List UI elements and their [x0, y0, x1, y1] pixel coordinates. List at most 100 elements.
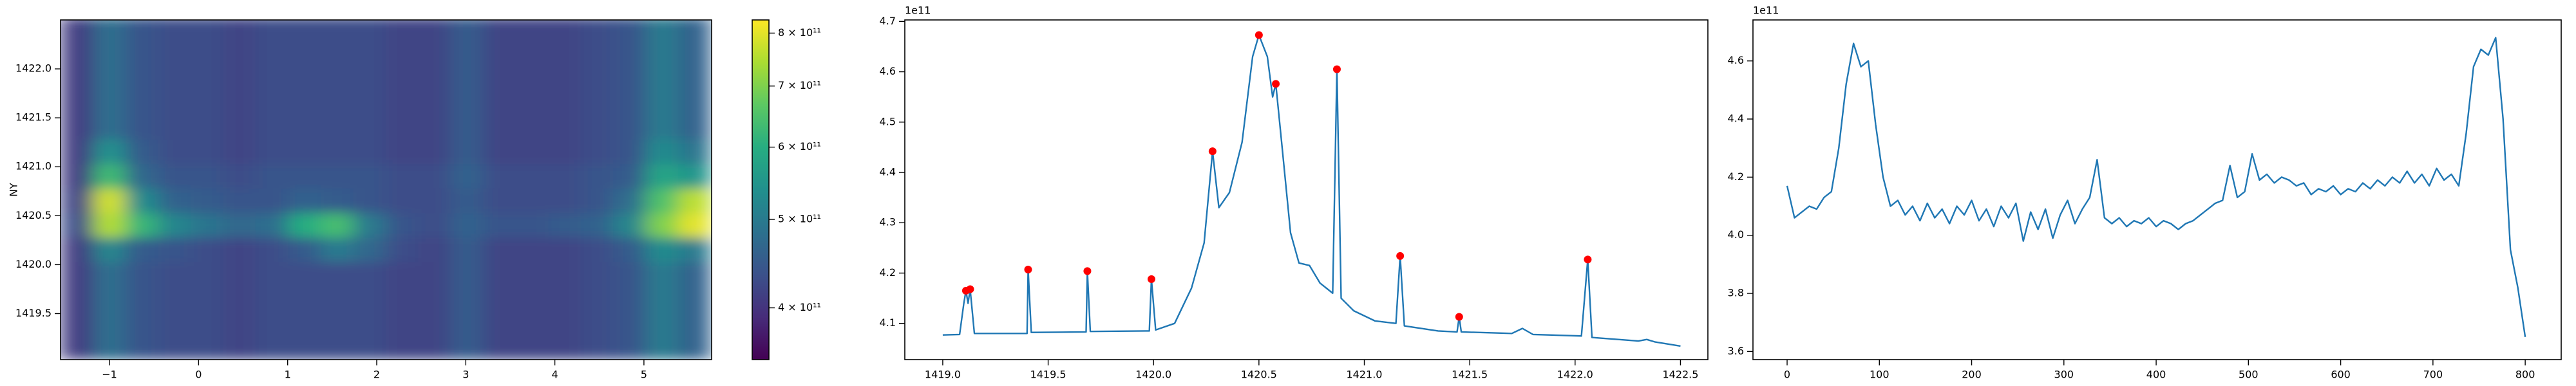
heatmap-cell	[450, 20, 484, 42]
x-tick-label: 1419.0	[925, 369, 961, 381]
x-tick-label: 200	[1962, 369, 1982, 381]
colorbar	[752, 20, 769, 360]
x-tick-label: 3	[462, 369, 469, 381]
heatmap-cell	[320, 237, 354, 262]
y-tick-label: 4.2	[880, 266, 896, 279]
heatmap-cell	[223, 163, 256, 189]
heatmap-cell	[385, 286, 419, 311]
x-tick-label: 300	[2054, 369, 2074, 381]
heatmap-cell	[613, 310, 647, 336]
heatmap-cell	[158, 139, 191, 165]
heatmap-cell	[93, 163, 126, 189]
heatmap-cell	[450, 90, 484, 116]
heatmap-cell	[353, 90, 386, 116]
heatmap-cell	[125, 261, 158, 287]
heatmap-cell	[645, 66, 679, 91]
heatmap-cell	[320, 41, 354, 67]
heatmap-cell	[418, 212, 451, 238]
colorbar-tick-label: 8 × 10¹¹	[778, 26, 821, 39]
y-tick-label: 4.4	[880, 166, 896, 178]
heatmap-cell	[450, 237, 484, 262]
heatmap-cell	[320, 115, 354, 140]
heatmap-cell	[645, 41, 679, 67]
heatmap-cell	[93, 66, 126, 91]
heatmap-cell	[255, 20, 289, 42]
heatmap-cell	[678, 212, 712, 238]
heatmap-cell	[288, 66, 321, 91]
heatmap-cell	[678, 335, 712, 360]
heatmap-cell	[288, 20, 321, 42]
heatmap-cell	[320, 163, 354, 189]
heatmap-cell	[223, 212, 256, 238]
heatmap-cell	[320, 20, 354, 42]
heatmap-cell	[678, 237, 712, 262]
heatmap-cell	[678, 41, 712, 67]
heatmap-cell	[190, 212, 223, 238]
heatmap-cell	[158, 335, 191, 360]
heatmap-cell	[515, 90, 549, 116]
heatmap-cell	[255, 90, 289, 116]
heatmap-cell	[158, 163, 191, 189]
y-tick-label: 1422.0	[15, 62, 52, 75]
heatmap-cell	[613, 212, 647, 238]
heatmap-cell	[223, 139, 256, 165]
x-tick-label: 100	[1870, 369, 1889, 381]
heatmap-cell	[418, 163, 451, 189]
heatmap-cell	[483, 139, 516, 165]
heatmap-cell	[353, 188, 386, 214]
heatmap-cell	[93, 310, 126, 336]
heatmap-cell	[190, 163, 223, 189]
x-tick-label: 1422.0	[1557, 369, 1593, 381]
heatmap-cell	[255, 41, 289, 67]
peak-marker	[1083, 267, 1092, 275]
heatmap-cell	[223, 188, 256, 214]
heatmap-cell	[93, 335, 126, 360]
x-tick-label: 1419.5	[1030, 369, 1066, 381]
peak-marker	[966, 285, 974, 293]
heatmap-cell	[320, 335, 354, 360]
heatmap-cell	[548, 286, 582, 311]
heatmap-cell	[580, 261, 614, 287]
heatmap-cell	[450, 261, 484, 287]
heatmap-cell	[580, 335, 614, 360]
heatmap-cell	[255, 310, 289, 336]
heatmap-cell	[223, 261, 256, 287]
heatmap-cell	[320, 286, 354, 311]
heatmap-cell	[418, 188, 451, 214]
heatmap-cell	[548, 41, 582, 67]
heatmap-cell	[385, 163, 419, 189]
y-axis-label: NY	[8, 183, 20, 197]
y-tick-label: 1419.5	[15, 307, 52, 319]
peak-marker	[1332, 65, 1341, 73]
heatmap-cell	[255, 286, 289, 311]
heatmap-cell	[580, 115, 614, 140]
heatmap-cell	[190, 41, 223, 67]
heatmap-cell	[548, 139, 582, 165]
heatmap-cell	[515, 188, 549, 214]
heatmap-cell	[385, 41, 419, 67]
heatmap-cell	[255, 335, 289, 360]
heatmap-cell	[320, 66, 354, 91]
heatmap-cell	[158, 237, 191, 262]
heatmap-cell	[353, 163, 386, 189]
x-tick-label: 0	[195, 369, 202, 381]
heatmap-cell	[125, 139, 158, 165]
heatmap-cell	[223, 335, 256, 360]
heatmap-cell	[483, 310, 516, 336]
x-tick-label: 700	[2423, 369, 2443, 381]
heatmap-cell	[93, 237, 126, 262]
heatmap-cell	[613, 237, 647, 262]
axes-frame	[904, 19, 1709, 360]
heatmap-cell	[450, 66, 484, 91]
heatmap-cell	[418, 286, 451, 311]
heatmap-cell	[158, 212, 191, 238]
heatmap-cell	[450, 335, 484, 360]
y-tick-label: 1420.0	[15, 258, 52, 270]
heatmap-cell	[613, 41, 647, 67]
heatmap-cell	[61, 163, 93, 189]
heatmap-cell	[678, 261, 712, 287]
heatmap-cell	[385, 139, 419, 165]
colorbar-tick-label: 5 × 10¹¹	[778, 213, 821, 225]
heatmap-cell	[515, 310, 549, 336]
heatmap-cell	[320, 212, 354, 238]
